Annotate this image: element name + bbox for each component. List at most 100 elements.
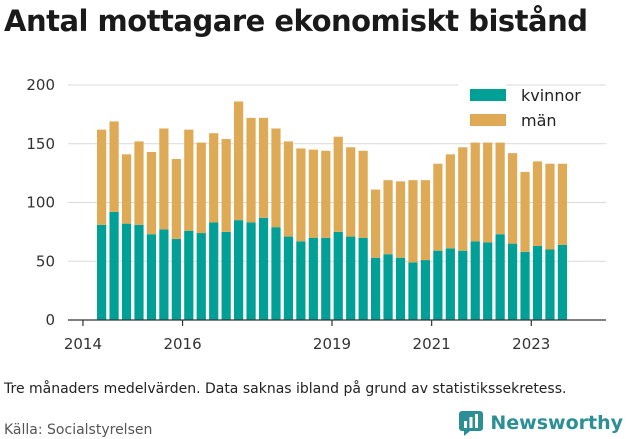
bar-kvinnor xyxy=(395,257,406,320)
bar-man xyxy=(370,189,381,258)
bar-man xyxy=(545,163,555,250)
bar-man xyxy=(196,142,206,234)
bar-kvinnor xyxy=(196,233,206,320)
bar-kvinnor xyxy=(258,217,269,320)
bar-man xyxy=(283,141,294,237)
bar-kvinnor xyxy=(370,257,381,320)
bar-kvinnor xyxy=(246,222,256,320)
bar-man xyxy=(458,147,468,251)
bar-man xyxy=(495,142,505,235)
bar-man xyxy=(470,142,480,242)
bar-man xyxy=(171,159,181,239)
bar-man xyxy=(271,128,281,228)
bar-kvinnor xyxy=(209,222,219,320)
bar-man xyxy=(445,154,455,249)
bar-man xyxy=(358,150,368,238)
bar-kvinnor xyxy=(171,238,181,320)
bar-man xyxy=(507,153,518,244)
source-note: Källa: Socialstyrelsen xyxy=(4,422,153,438)
bar-kvinnor xyxy=(507,243,518,320)
x-tick-label: 2019 xyxy=(313,335,351,353)
brand-name: Newsworthy xyxy=(490,412,623,434)
bar-kvinnor xyxy=(296,241,306,320)
bar-man xyxy=(557,163,568,245)
bar-kvinnor xyxy=(408,262,418,320)
bar-kvinnor xyxy=(532,245,543,320)
bar-man xyxy=(134,141,144,225)
bar-kvinnor xyxy=(283,236,294,320)
y-tick-label: 0 xyxy=(45,311,55,329)
y-tick-label: 200 xyxy=(26,76,55,94)
bar-kvinnor xyxy=(383,254,393,320)
x-tick-label: 2023 xyxy=(512,335,550,353)
bar-kvinnor xyxy=(420,260,431,320)
bar-kvinnor xyxy=(321,237,331,320)
bar-kvinnor xyxy=(308,237,318,320)
bar-kvinnor xyxy=(495,234,505,320)
bar-man xyxy=(333,136,343,232)
bar-kvinnor xyxy=(97,224,107,320)
chart-title: Antal mottagare ekonomiskt bistånd xyxy=(4,4,588,38)
legend-swatch-män xyxy=(470,114,506,126)
bar-man xyxy=(97,129,107,225)
bar-man xyxy=(433,163,443,251)
brand-logo-block: Newsworthy xyxy=(458,410,623,436)
bar-man xyxy=(258,117,269,218)
bar-man xyxy=(296,148,306,242)
legend-label: män xyxy=(521,111,557,130)
bar-man xyxy=(209,133,219,223)
bar-kvinnor xyxy=(470,241,480,320)
chart-caption: Tre månaders medelvärden. Data saknas ib… xyxy=(4,381,567,397)
newsworthy-logo-icon xyxy=(459,411,484,436)
bar-kvinnor xyxy=(520,251,530,320)
bar-kvinnor xyxy=(358,237,368,320)
y-tick-label: 100 xyxy=(26,194,55,212)
bar-kvinnor xyxy=(146,234,157,320)
bar-man xyxy=(159,128,169,230)
bar-kvinnor xyxy=(557,244,568,320)
bar-man xyxy=(221,139,231,232)
bar-kvinnor xyxy=(346,236,356,320)
bar-man xyxy=(121,154,132,224)
bar-man xyxy=(383,180,393,255)
bar-kvinnor xyxy=(483,242,493,320)
x-tick-label: 2014 xyxy=(64,335,102,353)
legend-swatch-kvinnor xyxy=(470,89,506,101)
bar-kvinnor xyxy=(458,250,468,320)
bar-man xyxy=(483,142,493,243)
bar-man xyxy=(109,121,119,212)
bar-kvinnor xyxy=(159,229,169,320)
bar-kvinnor xyxy=(184,230,194,320)
bar-man xyxy=(408,180,418,263)
bar-man xyxy=(395,181,406,258)
bar-man xyxy=(346,147,356,237)
legend-label: kvinnor xyxy=(521,86,581,105)
y-tick-label: 50 xyxy=(36,252,55,270)
axes: 0 50 100 150 200 2014 2016 2019 2021 2023 xyxy=(26,76,606,353)
bar-kvinnor xyxy=(271,227,281,320)
x-tick-label: 2021 xyxy=(413,335,451,353)
bar-kvinnor xyxy=(109,211,119,320)
bar-man xyxy=(420,180,431,261)
bar-man xyxy=(308,149,318,238)
bar-man xyxy=(246,117,256,223)
bar-man xyxy=(532,161,543,246)
x-tick-label: 2016 xyxy=(163,335,201,353)
bar-kvinnor xyxy=(545,249,555,320)
bar-man xyxy=(520,171,530,252)
stacked-bar-chart: 0 50 100 150 200 2014 2016 2019 2021 2023 kvinnor… xyxy=(26,76,606,353)
bar-man xyxy=(146,151,157,235)
bars xyxy=(97,101,568,320)
legend: kvinnor män xyxy=(458,80,581,130)
bar-kvinnor xyxy=(121,223,132,320)
bar-kvinnor xyxy=(433,250,443,320)
bar-man xyxy=(321,150,331,238)
bar-man xyxy=(184,129,194,231)
bar-kvinnor xyxy=(445,248,455,320)
y-tick-label: 150 xyxy=(26,135,55,153)
bar-kvinnor xyxy=(221,231,231,320)
bar-man xyxy=(234,101,244,221)
bar-kvinnor xyxy=(333,231,343,320)
bar-kvinnor xyxy=(134,224,144,320)
bar-kvinnor xyxy=(234,220,244,320)
